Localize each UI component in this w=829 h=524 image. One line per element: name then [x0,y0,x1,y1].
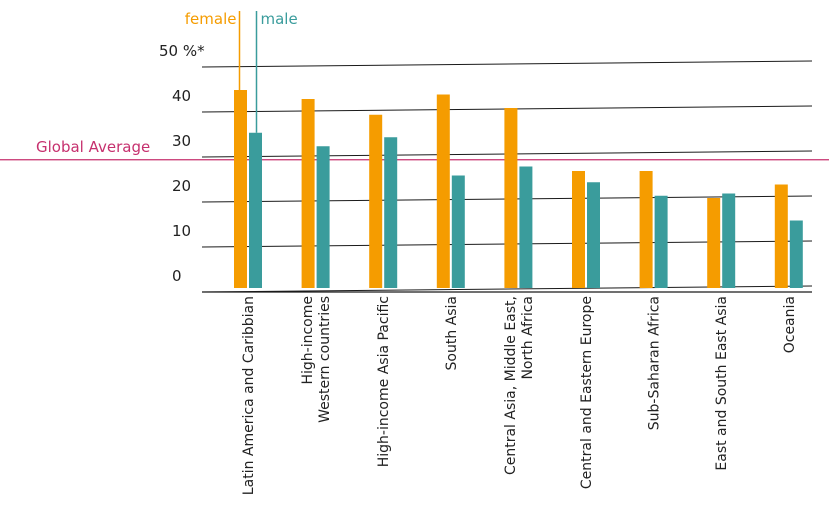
bar-male [451,175,465,288]
category-label: South Asia [444,296,460,370]
y-tick-label: 0 [172,267,182,285]
bar-male [249,132,262,288]
reference-line-label: Global Average [36,138,150,156]
category-label: Sub-Saharan Africa [647,296,663,430]
category-label: High-income Western countries [300,296,333,423]
bar-male [316,146,330,288]
y-tick-label: 10 [172,222,191,240]
bar-female [301,99,315,288]
category-label: Oceania [782,296,798,353]
category-label-line: High-income [300,296,316,385]
y-tick-label: 40 [172,87,191,105]
category-label: East and South East Asia [714,296,730,471]
category-label-line: Oceania [782,296,798,353]
category-label: Latin America and Caribbian [241,296,257,495]
y-axis-unit-label: 50 %* [159,42,205,60]
legend-label-male: male [261,10,298,28]
legend-label-female: female [185,10,237,28]
category-label-line: Sub-Saharan Africa [647,296,663,430]
bar-female [774,184,788,288]
category-label-line: Central Asia, Middle East, [503,296,519,475]
bar-female [639,171,653,288]
bar-female [572,171,585,288]
y-tick-label: 20 [172,177,191,195]
bar-male [519,166,533,288]
bars [234,90,803,288]
category-label-line: East and South East Asia [714,296,730,471]
category-label-line: Central and Eastern Europe [579,296,595,489]
category-label-line: Latin America and Caribbian [241,296,257,495]
bar-male [384,137,398,288]
bar-male [587,182,600,288]
category-label: Central Asia, Middle East, North Africa [503,296,536,475]
bar-male [654,195,668,288]
category-label-line: Western countries [317,296,333,423]
grid-line [201,60,813,68]
category-label: Central and Eastern Europe [579,296,595,489]
bar-female [504,108,518,288]
legend: female male [185,10,298,133]
category-label-line: High-income Asia Pacific [376,296,392,467]
bar-female [707,198,721,288]
category-labels: Latin America and Caribbian High-income We… [241,296,798,495]
y-axis-ticks: 0 10 20 30 40 [172,87,191,285]
bar-female [234,90,247,288]
y-tick-label: 30 [172,132,191,150]
global-average-line: Global Average [0,138,829,161]
bar-male [722,193,736,288]
category-label-line: South Asia [444,296,460,370]
category-label: High-income Asia Pacific [376,296,392,467]
bar-male [789,220,803,288]
category-label-line: North Africa [520,296,536,380]
bar-female [436,94,450,288]
bar-female [369,114,383,288]
